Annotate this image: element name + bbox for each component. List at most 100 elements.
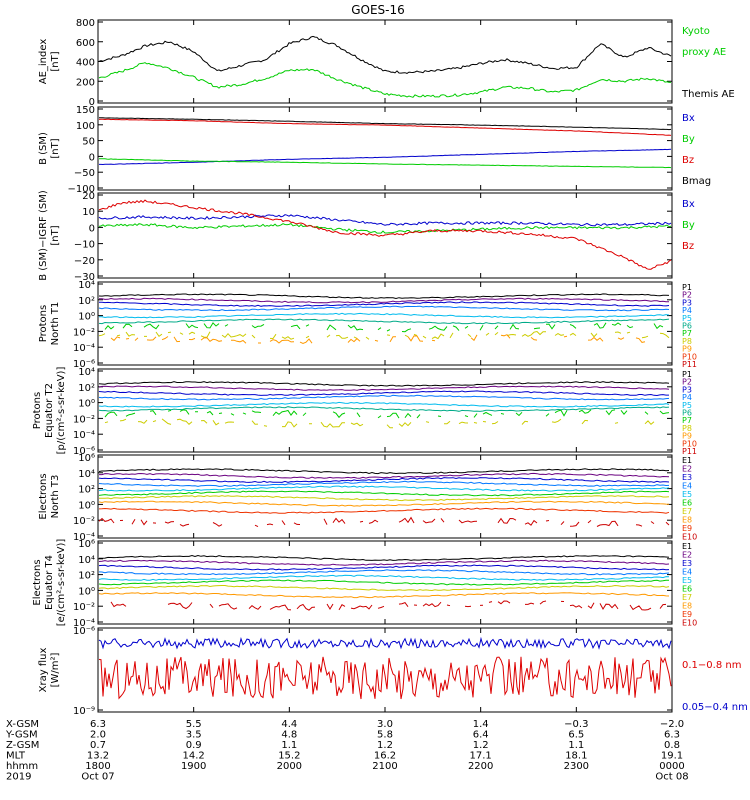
legend-entry: E8 — [682, 602, 692, 611]
series-line — [98, 214, 672, 227]
legend-entry: By — [682, 220, 695, 231]
y-tick-label: 10⁶ — [78, 539, 95, 550]
legend-entry: E3 — [682, 559, 692, 568]
y-tick-label: 10⁴ — [78, 469, 95, 480]
legend-entry: E2 — [682, 465, 692, 474]
footer-value: Oct 07 — [81, 772, 114, 783]
y-axis-label: Equator T4 — [44, 555, 55, 610]
legend-entry: P2 — [682, 291, 692, 300]
footer-value: 0.7 — [90, 740, 106, 751]
y-tick-label: 10² — [78, 383, 95, 394]
legend-entry: Kyoto — [682, 26, 710, 37]
series-line — [98, 480, 670, 487]
series-line — [98, 507, 670, 514]
footer-value: 2200 — [468, 761, 493, 772]
legend-entry: E6 — [682, 585, 692, 594]
series-line — [98, 468, 670, 475]
series-line — [98, 62, 671, 98]
series-line — [98, 385, 670, 391]
footer-value: 0.8 — [664, 740, 680, 751]
series-line — [98, 636, 672, 650]
legend-entry: Bmag — [682, 176, 711, 187]
series-line — [98, 406, 670, 412]
footer-value: 3.0 — [377, 719, 393, 730]
y-tick-label: −10 — [74, 240, 95, 251]
series-line — [98, 495, 670, 502]
footer-value: 1800 — [85, 761, 110, 772]
y-tick-label: 10 — [82, 207, 95, 218]
y-axis-label: Protons — [32, 392, 43, 429]
legend-entry: P6 — [682, 322, 692, 331]
series-line — [98, 318, 670, 325]
series-line — [98, 381, 670, 387]
legend-entry: E5 — [682, 576, 692, 585]
y-axis-label: Protons — [38, 305, 49, 342]
y-tick-label: 600 — [76, 38, 95, 49]
footer-value: 2300 — [564, 761, 589, 772]
series-line — [98, 490, 670, 497]
legend-entry: E10 — [682, 533, 697, 542]
series-line — [98, 158, 672, 169]
footer-value: 1900 — [181, 761, 206, 772]
legend-entry: Bz — [682, 241, 694, 252]
legend-entry: P5 — [682, 314, 692, 323]
y-axis-label: Xray flux — [38, 648, 49, 693]
legend-entry: P3 — [682, 298, 692, 307]
y-tick-label: 0 — [89, 223, 95, 234]
legend-entry: 0.1−0.8 nm — [682, 660, 741, 671]
legend-entry: P9 — [682, 345, 692, 354]
footer-row-label: Z-GSM — [6, 740, 39, 751]
series-line — [98, 592, 670, 599]
legend-entry: P4 — [682, 306, 692, 315]
footer-value: 6.3 — [664, 730, 680, 741]
legend-entry: E4 — [682, 482, 692, 491]
series-line — [98, 118, 672, 136]
y-axis-label: [p/(cm²-s-sr-keV)] — [56, 367, 67, 455]
legend-entry: P8 — [682, 424, 692, 433]
footer-row-label: MLT — [6, 751, 26, 762]
y-axis-label: [nT] — [50, 51, 61, 71]
y-tick-label: 10⁰ — [78, 586, 95, 597]
series-line — [98, 569, 670, 576]
y-tick-label: 10⁻² — [73, 516, 95, 527]
legend-entry: E7 — [682, 507, 692, 516]
y-tick-label: 200 — [76, 77, 95, 88]
footer-value: 6.5 — [568, 730, 584, 741]
y-axis-label: [nT] — [50, 225, 61, 245]
y-tick-label: 0 — [89, 97, 95, 108]
footer-value: 5.5 — [186, 719, 202, 730]
y-axis-label: Equator T2 — [44, 383, 55, 438]
y-axis-label: North T1 — [50, 302, 61, 346]
footer-value: 17.1 — [470, 751, 492, 762]
legend-entry: P11 — [682, 360, 697, 369]
series-line — [105, 419, 669, 428]
footer-value: 1.2 — [473, 740, 489, 751]
legend-entry: P9 — [682, 432, 692, 441]
footer-value: 15.2 — [278, 751, 300, 762]
y-tick-label: 10⁻² — [73, 602, 95, 613]
footer-value: 14.2 — [183, 751, 205, 762]
y-tick-label: 10⁴ — [78, 367, 95, 378]
series-line — [98, 500, 670, 507]
y-axis-label: B (SM) — [38, 132, 49, 165]
footer-value: 1.1 — [281, 740, 297, 751]
panel-bsm: 150 100 50 0 −50 −100 B (SM) [nT] Bx By Bz Bmag — [38, 105, 711, 195]
panel-et4: 10⁶ 10⁴ 10² 10⁰ 10⁻² 10⁻⁴ Electrons Equator T4[… — [32, 539, 697, 629]
series-line — [98, 394, 670, 401]
y-tick-label: 10⁻⁶ — [73, 626, 95, 637]
y-axis-label: Electrons — [38, 473, 49, 519]
series-line — [98, 35, 672, 74]
panel-frame — [97, 19, 673, 104]
y-axis-label: Electrons — [32, 559, 43, 605]
y-axis-label: [e/(cm²-s-sr-keV)] — [56, 539, 67, 627]
footer-value: 13.2 — [87, 751, 109, 762]
y-tick-label: 10² — [78, 296, 95, 307]
footer-value: Oct 08 — [655, 772, 688, 783]
series-line — [104, 322, 664, 333]
footer-value: 1.2 — [377, 740, 393, 751]
footer-value: 2000 — [277, 761, 302, 772]
legend-entry: By — [682, 134, 695, 145]
footer-value: 18.1 — [565, 751, 587, 762]
footer-value: 5.8 — [377, 730, 393, 741]
series-line — [98, 390, 669, 397]
